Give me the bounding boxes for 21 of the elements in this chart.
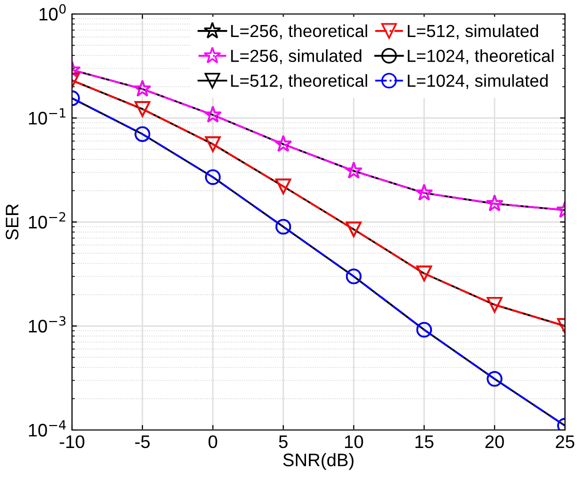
y-tick-label: 10$^{−3}$ bbox=[28, 316, 66, 333]
x-tick-label: 10 bbox=[345, 435, 364, 448]
x-tick-label: 5 bbox=[278, 436, 288, 448]
x-tick-label: -5 bbox=[135, 436, 150, 448]
legend-label: L=512, simulated bbox=[408, 24, 538, 40]
x-tick-label: 15 bbox=[415, 436, 434, 448]
x-tick-label: 20 bbox=[485, 435, 504, 448]
legend-label: L=256, theoretical bbox=[231, 24, 368, 40]
x-tick-label: 0 bbox=[208, 435, 218, 448]
y-tick-label: 10$^{0}$ bbox=[40, 4, 66, 21]
legend-label: L=256, simulated bbox=[231, 49, 362, 64]
x-axis-title: SNR(dB) bbox=[283, 453, 354, 470]
legend-label: L=1024, theoretical bbox=[408, 49, 554, 64]
y-tick-label: 10$^{−4}$ bbox=[28, 420, 66, 437]
y-tick-label: 10$^{−1}$ bbox=[28, 108, 66, 125]
y-axis-title: SER bbox=[6, 204, 18, 240]
legend-label: L=1024, simulated bbox=[408, 74, 548, 89]
y-tick-label: 10$^{−2}$ bbox=[28, 212, 66, 229]
legend-label: L=512, theoretical bbox=[231, 74, 368, 89]
x-tick-label: 25 bbox=[556, 435, 574, 448]
x-tick-label: -10 bbox=[60, 435, 84, 448]
